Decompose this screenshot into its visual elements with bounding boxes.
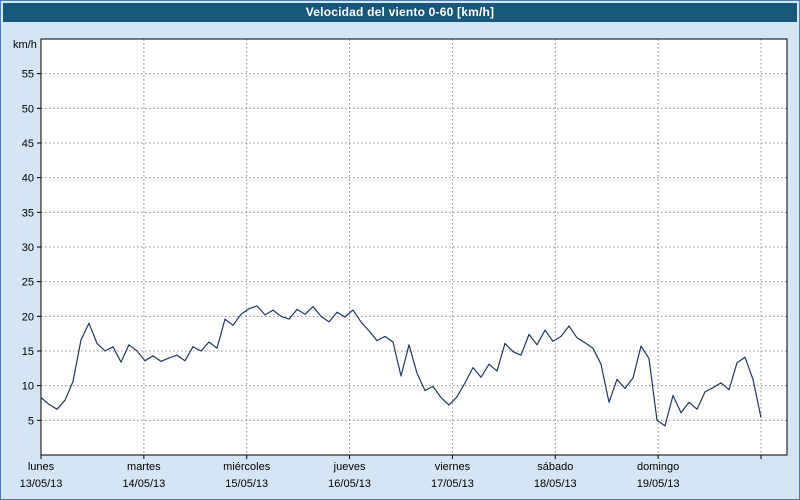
y-tick-label: 45 [22,138,34,150]
y-tick-label: 10 [22,381,34,393]
x-day-label: miércoles [223,461,271,473]
x-date-label: 15/05/13 [225,478,268,490]
y-tick-label: 55 [22,69,34,81]
y-tick-label: 30 [22,242,34,254]
plot-frame [40,38,788,456]
x-date-label: 16/05/13 [328,478,371,490]
y-tick-label: 25 [22,277,34,289]
chart-title: Velocidad del viento 0-60 [km/h] [3,3,797,22]
wind-speed-line [40,305,762,427]
x-day-label: sábado [537,461,573,473]
x-day-label: viernes [435,461,471,473]
x-date-label: 13/05/13 [20,478,63,490]
x-date-label: 19/05/13 [637,478,680,490]
x-date-label: 14/05/13 [122,478,165,490]
y-tick-label: 35 [22,207,34,219]
wind-speed-chart: 5 10 15 20 25 30 35 40 45 50 55 lunes 13/05/13 martes… [13,38,788,490]
x-date-label: 18/05/13 [534,478,577,490]
y-tick-label: 20 [22,311,34,323]
y-tick-label: 50 [22,103,34,115]
y-tick-label: 5 [28,415,34,427]
y-axis-unit-label: km/h [13,39,37,51]
y-tick-label: 40 [22,173,34,185]
x-date-label: 17/05/13 [431,478,474,490]
y-tick-label: 15 [22,346,34,358]
x-day-label: domingo [637,461,679,473]
x-day-label: lunes [28,461,55,473]
x-day-label: jueves [333,461,366,473]
x-day-label: martes [127,461,161,473]
